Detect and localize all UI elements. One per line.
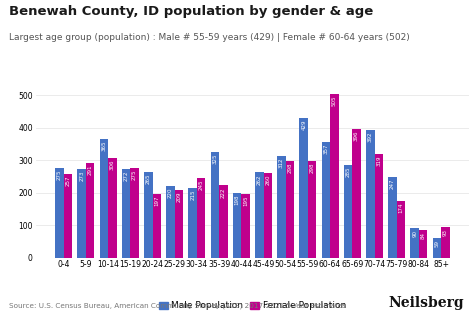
Text: 195: 195 [243,196,248,206]
Text: 198: 198 [235,195,239,205]
Legend: Male Population, Female Population: Male Population, Female Population [158,301,346,310]
Text: 174: 174 [399,203,403,213]
Bar [175,190,183,258]
Text: 59: 59 [434,240,439,247]
Bar [374,154,383,258]
Text: 285: 285 [346,167,351,177]
Bar [330,94,338,258]
Bar [255,173,264,258]
Bar [144,172,153,258]
Text: 357: 357 [323,143,328,154]
Bar [153,194,161,258]
Text: 93: 93 [443,229,448,236]
Bar [210,152,219,258]
Bar [286,161,294,258]
Text: 220: 220 [168,188,173,198]
Text: 272: 272 [124,171,128,181]
Text: 319: 319 [376,155,381,166]
Bar [86,163,94,258]
Bar [197,178,205,258]
Text: 505: 505 [332,95,337,106]
Text: 209: 209 [176,191,182,202]
Text: 245: 245 [199,179,204,190]
Bar [108,158,117,258]
Text: Benewah County, ID population by gender & age: Benewah County, ID population by gender … [9,5,374,18]
Text: Neilsberg: Neilsberg [389,296,465,310]
Text: 365: 365 [101,141,106,151]
Bar [100,139,108,258]
Text: Source: U.S. Census Bureau, American Community Survey (ACS) 2017-2021 5-Year Est: Source: U.S. Census Bureau, American Com… [9,302,346,309]
Bar [352,129,361,258]
Text: 90: 90 [412,230,417,237]
Text: 197: 197 [154,195,159,206]
Text: 273: 273 [79,171,84,181]
Bar [419,230,428,258]
Bar [308,161,316,258]
Text: 215: 215 [190,189,195,200]
Bar [189,188,197,258]
Bar [410,228,419,258]
Text: 325: 325 [212,154,218,164]
Text: 312: 312 [279,158,284,168]
Text: 257: 257 [65,176,71,186]
Bar [55,168,64,258]
Bar [233,193,241,258]
Text: 298: 298 [310,162,315,173]
Bar [122,169,130,258]
Bar [300,118,308,258]
Text: 306: 306 [110,160,115,170]
Text: 275: 275 [132,170,137,180]
Text: 429: 429 [301,120,306,131]
Text: 291: 291 [88,165,92,175]
Bar [322,142,330,258]
Text: 247: 247 [390,179,395,190]
Text: 392: 392 [368,132,373,143]
Text: 265: 265 [146,173,151,184]
Bar [241,194,250,258]
Bar [166,186,175,258]
Bar [64,174,72,258]
Bar [441,227,449,258]
Bar [366,130,374,258]
Text: 262: 262 [257,174,262,185]
Bar [130,168,139,258]
Bar [219,185,228,258]
Text: 275: 275 [57,170,62,180]
Text: 298: 298 [287,162,292,173]
Text: 396: 396 [354,131,359,141]
Text: 84: 84 [420,232,426,239]
Bar [433,238,441,258]
Text: 260: 260 [265,175,270,185]
Bar [344,165,352,258]
Bar [277,156,286,258]
Bar [264,173,272,258]
Bar [77,169,86,258]
Bar [388,177,397,258]
Text: Largest age group (population) : Male # 55-59 years (429) | Female # 60-64 years: Largest age group (population) : Male # … [9,33,410,42]
Text: 222: 222 [221,187,226,198]
Bar [397,201,405,258]
